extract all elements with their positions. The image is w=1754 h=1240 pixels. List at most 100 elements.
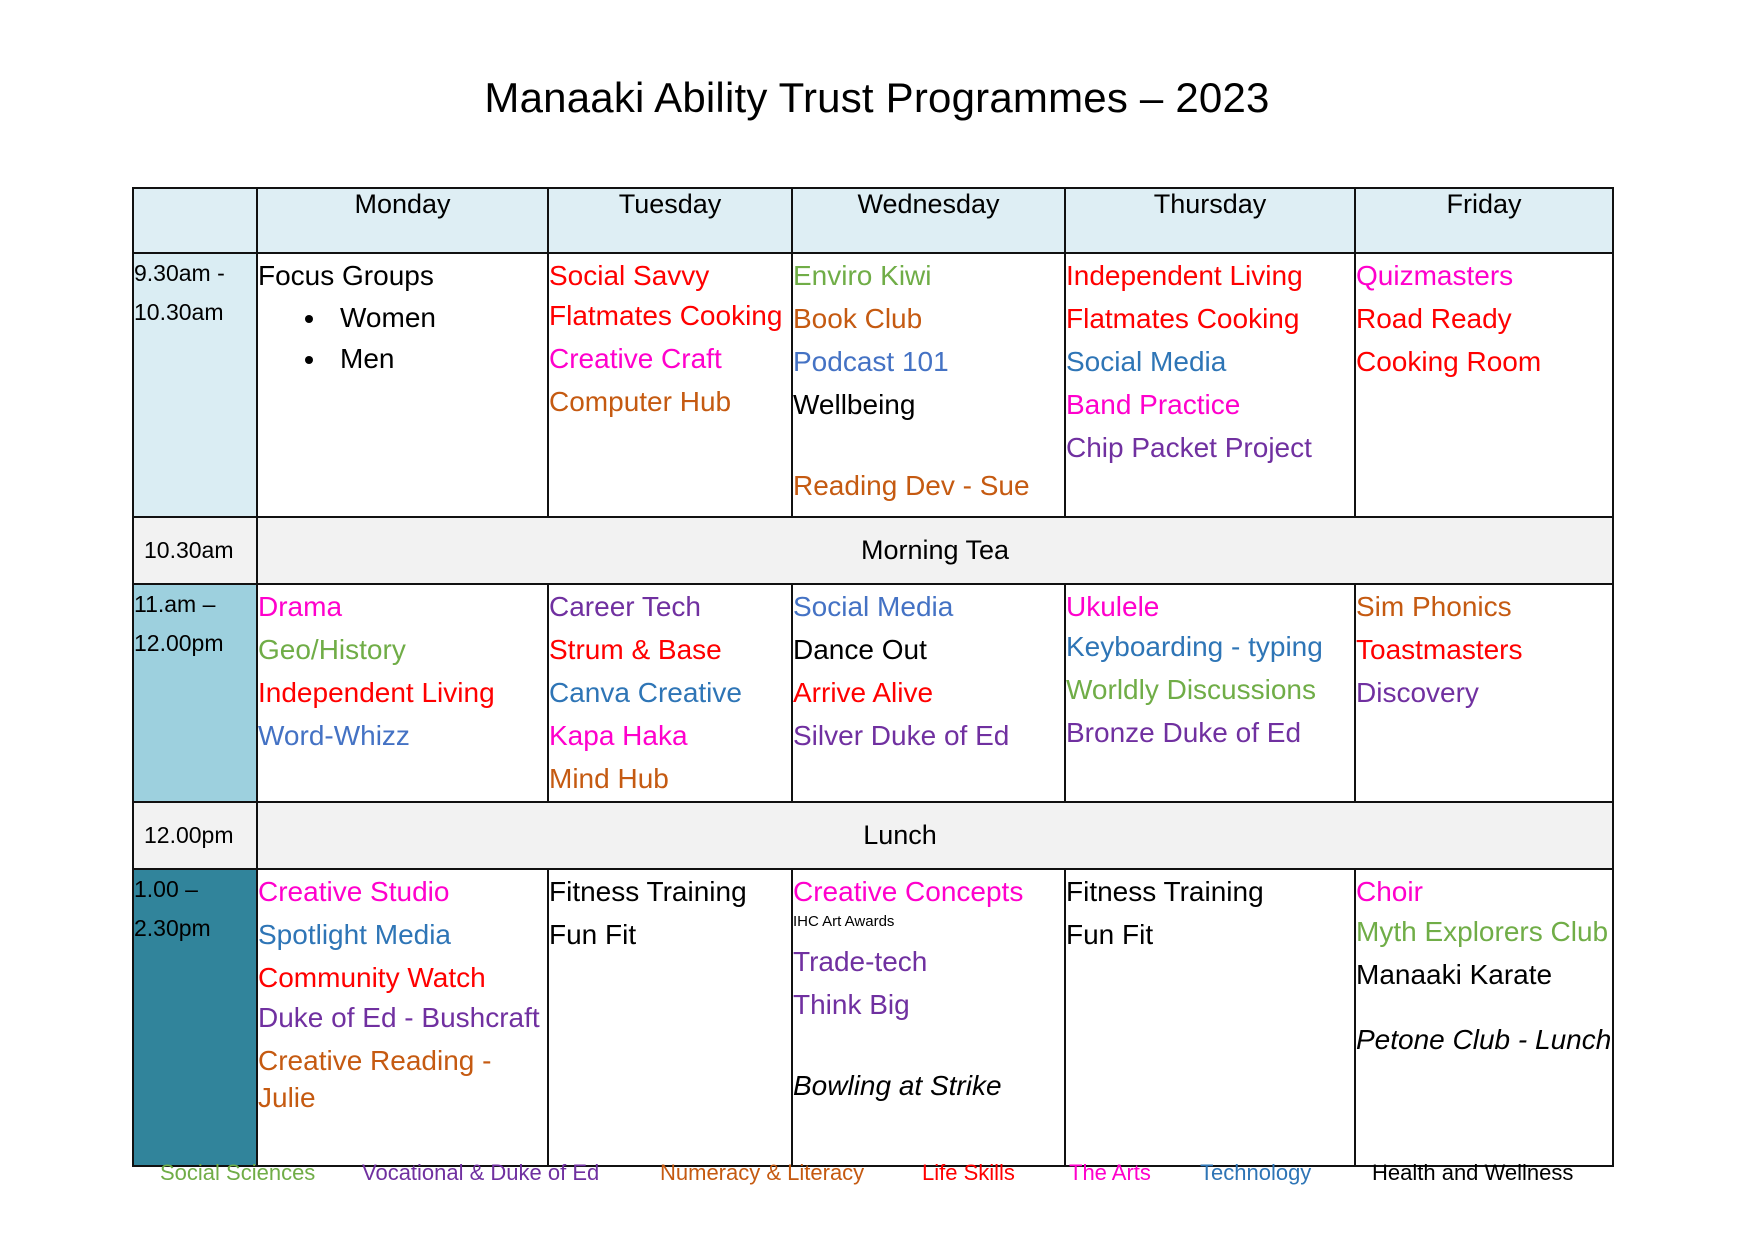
activity: Discovery: [1356, 677, 1479, 708]
session-row-3: 1.00 – 2.30pm Creative Studio Spotlight …: [132, 868, 1614, 1167]
activity: Band Practice: [1066, 389, 1241, 420]
focus-group-list: Women Men: [258, 297, 547, 379]
activity: Podcast 101: [793, 346, 949, 377]
friday-session-1: Quizmasters Road Ready Cooking Room: [1354, 252, 1614, 518]
activity: Worldly Discussions: [1066, 674, 1316, 705]
activity: Bronze Duke of Ed: [1066, 717, 1302, 748]
activity: Ukulele: [1066, 591, 1160, 622]
list-item: Men: [328, 338, 547, 379]
activity: Manaaki Karate: [1356, 959, 1553, 990]
activity: Chip Packet Project: [1066, 432, 1312, 463]
activity: Reading Dev - Sue: [793, 470, 1030, 501]
activity: Cooking Room: [1356, 346, 1542, 377]
wednesday-session-3: Creative Concepts IHC Art Awards Trade-t…: [791, 868, 1066, 1167]
day-thursday: Thursday: [1064, 187, 1356, 254]
corner-cell: [132, 187, 258, 254]
activity: Kapa Haka: [549, 720, 688, 751]
legend-arts: The Arts: [1069, 1160, 1151, 1185]
activity: Road Ready: [1356, 303, 1512, 334]
activity: Dance Out: [793, 634, 927, 665]
day-wednesday: Wednesday: [791, 187, 1066, 254]
friday-session-3: Choir Myth Explorers Club Manaaki Karate…: [1354, 868, 1614, 1167]
activity: Geo/History: [258, 634, 406, 665]
time-slot-2: 11.am – 12.00pm: [132, 583, 258, 803]
lunch-label: Lunch: [256, 801, 1614, 870]
activity: Book Club: [793, 303, 923, 334]
activity: Enviro Kiwi: [793, 260, 932, 291]
morning-tea-label: Morning Tea: [256, 516, 1614, 585]
day-monday: Monday: [256, 187, 549, 254]
session-row-1: 9.30am - 10.30am Focus Groups Women Men …: [132, 252, 1614, 518]
day-tuesday: Tuesday: [547, 187, 793, 254]
thursday-session-3: Fitness Training Fun Fit: [1064, 868, 1356, 1167]
tuesday-session-1: Social Savvy Flatmates Cooking Creative …: [547, 252, 793, 518]
activity: Choir: [1356, 876, 1423, 907]
activity: Independent Living: [1066, 260, 1303, 291]
activity: Social Media: [1066, 346, 1227, 377]
friday-session-2: Sim Phonics Toastmasters Discovery: [1354, 583, 1614, 803]
day-friday: Friday: [1354, 187, 1614, 254]
activity: Spotlight Media: [258, 919, 452, 950]
activity: Myth Explorers Club: [1356, 916, 1609, 947]
activity: Toastmasters: [1356, 634, 1523, 665]
activity: Computer Hub: [549, 386, 732, 417]
activity: Focus Groups: [258, 260, 434, 291]
activity: Flatmates Cooking: [1066, 303, 1300, 334]
activity: Independent Living: [258, 677, 495, 708]
activity: Creative Concepts: [793, 876, 1024, 907]
legend-social-sciences: Social Sciences: [160, 1160, 316, 1185]
activity-note: IHC Art Awards: [793, 913, 895, 930]
activity: Creative Studio: [258, 876, 450, 907]
header-row: Monday Tuesday Wednesday Thursday Friday: [132, 187, 1614, 254]
activity: Fun Fit: [549, 919, 637, 950]
tuesday-session-3: Fitness Training Fun Fit: [547, 868, 793, 1167]
activity: Canva Creative: [549, 677, 742, 708]
time-slot-3: 1.00 – 2.30pm: [132, 868, 258, 1167]
activity: Keyboarding - typing: [1066, 631, 1323, 662]
activity: Social Savvy: [549, 260, 710, 291]
activity: Flatmates Cooking: [549, 300, 783, 331]
thursday-session-1: Independent Living Flatmates Cooking Soc…: [1064, 252, 1356, 518]
monday-session-1: Focus Groups Women Men: [256, 252, 549, 518]
monday-session-3: Creative Studio Spotlight Media Communit…: [256, 868, 549, 1167]
activity: Duke of Ed - Bushcraft: [258, 1002, 540, 1033]
monday-session-2: Drama Geo/History Independent Living Wor…: [256, 583, 549, 803]
activity: Fun Fit: [1066, 919, 1154, 950]
activity: Trade-tech: [793, 946, 928, 977]
activity: Quizmasters: [1356, 260, 1514, 291]
activity: Creative Craft: [549, 343, 722, 374]
time-slot-1: 9.30am - 10.30am: [132, 252, 258, 518]
legend-technology: Technology: [1200, 1160, 1312, 1185]
legend-vocational: Vocational & Duke of Ed: [362, 1160, 600, 1185]
activity: Strum & Base: [549, 634, 722, 665]
activity: Word-Whizz: [258, 720, 410, 751]
legend-numeracy: Numeracy & Literacy: [660, 1160, 865, 1185]
activity: Community Watch: [258, 962, 486, 993]
legend-health: Health and Wellness: [1372, 1160, 1574, 1185]
activity: Sim Phonics: [1356, 591, 1512, 622]
session-row-2: 11.am – 12.00pm Drama Geo/History Indepe…: [132, 583, 1614, 803]
morning-tea-row: 10.30am Morning Tea: [132, 516, 1614, 585]
activity: Think Big: [793, 989, 910, 1020]
activity: Silver Duke of Ed: [793, 720, 1010, 751]
legend-life-skills: Life Skills: [922, 1160, 1015, 1185]
activity: Petone Club - Lunch: [1356, 1024, 1612, 1055]
morning-tea-time: 10.30am: [132, 516, 258, 585]
wednesday-session-2: Social Media Dance Out Arrive Alive Silv…: [791, 583, 1066, 803]
timetable: Monday Tuesday Wednesday Thursday Friday…: [132, 187, 1614, 1167]
activity: Creative Reading - Julie: [258, 1045, 492, 1113]
activity: Social Media: [793, 591, 954, 622]
lunch-text: Lunch: [863, 820, 937, 850]
thursday-session-2: Ukulele Keyboarding - typing Worldly Dis…: [1064, 583, 1356, 803]
activity: Mind Hub: [549, 763, 669, 794]
activity: Fitness Training: [549, 876, 747, 907]
activity: Drama: [258, 591, 343, 622]
activity: Arrive Alive: [793, 677, 934, 708]
category-legend: Social Sciences Vocational & Duke of Ed …: [132, 1160, 1612, 1196]
tuesday-session-2: Career Tech Strum & Base Canva Creative …: [547, 583, 793, 803]
lunch-row: 12.00pm Lunch: [132, 801, 1614, 870]
activity: Career Tech: [549, 591, 702, 622]
lunch-time: 12.00pm: [132, 801, 258, 870]
page-title: Manaaki Ability Trust Programmes – 2023: [484, 74, 1270, 121]
wednesday-session-1: Enviro Kiwi Book Club Podcast 101 Wellbe…: [791, 252, 1066, 518]
